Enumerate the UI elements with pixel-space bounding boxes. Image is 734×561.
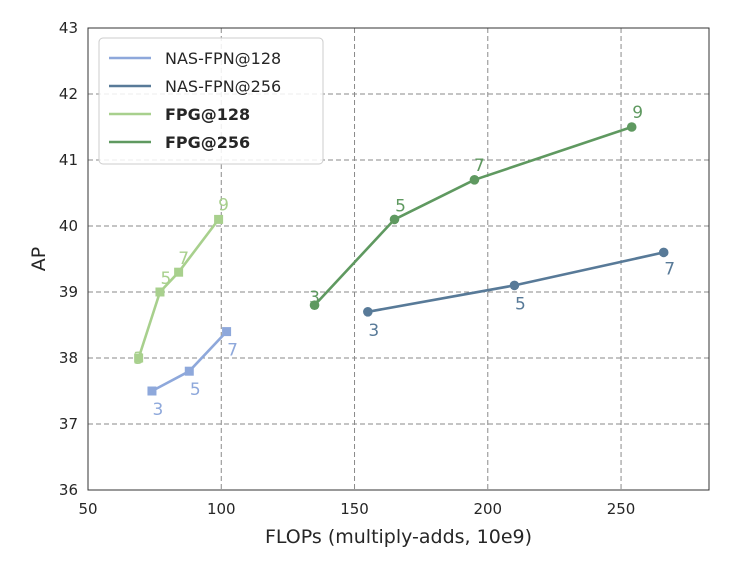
- data-point: [309, 300, 320, 311]
- data-point: [174, 267, 184, 277]
- legend-label: FPG@128: [165, 105, 250, 124]
- data-point: [509, 280, 520, 291]
- data-label: 7: [178, 249, 189, 269]
- data-label: 3: [153, 400, 164, 420]
- y-tick-label: 37: [59, 415, 78, 433]
- data-point: [363, 307, 373, 317]
- series-nas-fpn-256: 3 5 7: [363, 247, 675, 341]
- data-label: 3: [309, 288, 320, 308]
- data-point: [214, 214, 224, 224]
- series-line: [313, 125, 633, 307]
- data-point: [222, 327, 232, 337]
- y-tick-label: 39: [59, 283, 78, 301]
- data-point: [469, 175, 480, 185]
- y-axis: 36 37 38 39 40 41 42 43: [59, 19, 78, 499]
- data-point: [184, 366, 194, 376]
- y-tick-label: 40: [59, 217, 78, 235]
- data-label: 9: [218, 195, 229, 215]
- y-axis-label: AP: [28, 247, 50, 271]
- data-label: 5: [190, 380, 201, 400]
- data-point: [626, 122, 637, 132]
- y-tick-label: 41: [59, 151, 78, 169]
- data-label: 5: [395, 196, 406, 216]
- series-fpg-256: 3 5 7 9: [309, 103, 643, 311]
- data-point: [155, 287, 165, 297]
- data-label: 7: [474, 156, 485, 176]
- legend-label: FPG@256: [165, 133, 250, 152]
- plot-frame: [87, 27, 710, 491]
- x-tick-label: 50: [78, 500, 97, 518]
- y-tick-label: 43: [59, 19, 78, 37]
- data-label: 5: [515, 294, 526, 314]
- data-label: 7: [227, 341, 238, 361]
- x-tick-label: 200: [473, 500, 502, 518]
- x-tick-label: 100: [207, 500, 236, 518]
- x-tick-label: 150: [340, 500, 369, 518]
- legend-label: NAS-FPN@256: [165, 77, 281, 96]
- x-tick-label: 250: [607, 500, 636, 518]
- legend: NAS-FPN@128 NAS-FPN@256 FPG@128 FPG@256: [98, 37, 324, 165]
- series-nas-fpn-128: 3 5 7: [147, 327, 238, 420]
- data-point: [658, 247, 669, 258]
- y-tick-label: 36: [59, 481, 78, 499]
- data-point: [134, 353, 144, 363]
- data-label: 7: [664, 259, 675, 279]
- data-point: [147, 386, 157, 396]
- data-label: 5: [161, 269, 172, 289]
- series-fpg-128: 3 57 9: [133, 195, 229, 369]
- data-label: 3: [368, 321, 379, 341]
- series-line: [137, 218, 220, 359]
- data-label: 9: [632, 103, 643, 123]
- y-tick-label: 38: [59, 349, 78, 367]
- x-axis-label: FLOPs (multiply-adds, 10e9): [265, 526, 532, 548]
- legend-label: NAS-FPN@128: [165, 49, 281, 68]
- data-point: [389, 214, 400, 225]
- legend-box: [98, 37, 324, 165]
- y-tick-label: 42: [59, 85, 78, 103]
- x-axis: 50 100 150 200 250: [78, 500, 635, 518]
- data-label: 3: [133, 349, 144, 369]
